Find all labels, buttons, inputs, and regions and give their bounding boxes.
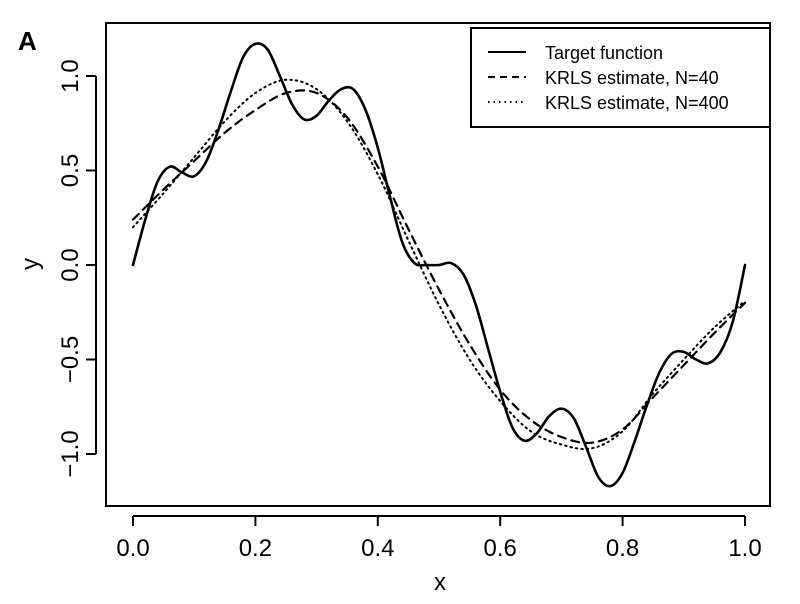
y-tick-label: 0.5 <box>57 154 84 187</box>
panel-label: A <box>18 26 37 56</box>
x-tick-label: 0.6 <box>484 535 517 562</box>
series-target-function <box>131 42 747 488</box>
x-tick-label: 1.0 <box>728 535 761 562</box>
legend-label-target: Target function <box>545 43 663 63</box>
x-tick-label: 0.0 <box>116 535 149 562</box>
series-krls-n400 <box>132 78 746 451</box>
y-axis-title: y <box>17 258 44 270</box>
x-axis-title: x <box>434 569 446 596</box>
series-krls-n40 <box>131 89 747 445</box>
x-tick-label: 0.8 <box>606 535 639 562</box>
series-lines <box>131 42 747 488</box>
legend-label-krls-400: KRLS estimate, N=400 <box>545 93 729 113</box>
y-tick-label: −0.5 <box>57 336 84 383</box>
x-tick-label: 0.4 <box>361 535 394 562</box>
legend: Target function KRLS estimate, N=40 KRLS… <box>470 27 771 128</box>
y-axis: −1.0 −0.5 0.0 0.5 1.0 <box>57 59 97 478</box>
x-tick-label: 0.2 <box>239 535 272 562</box>
plot-area <box>105 22 771 507</box>
x-axis: 0.0 0.2 0.4 0.6 0.8 1.0 <box>116 515 762 562</box>
y-tick-label: −1.0 <box>57 430 84 477</box>
legend-label-krls-40: KRLS estimate, N=40 <box>545 68 719 88</box>
legend-box <box>470 27 771 128</box>
y-tick-label: 0.0 <box>57 248 84 281</box>
y-tick-label: 1.0 <box>57 59 84 92</box>
